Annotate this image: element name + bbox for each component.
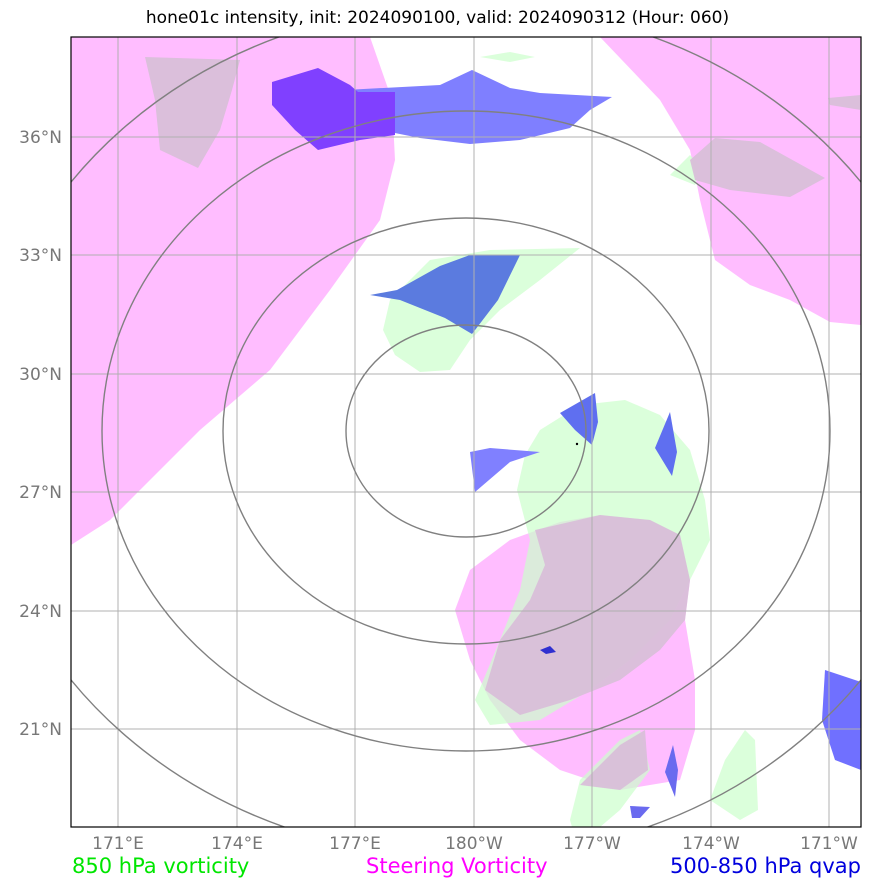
qvap-north-band: [345, 70, 612, 144]
lat-tick: 21°N: [19, 720, 62, 740]
overlap-south-lower: [580, 730, 648, 790]
qvap-field: [272, 68, 861, 818]
legend-850-vorticity: 850 hPa vorticity: [72, 854, 250, 878]
gridlines: [71, 37, 861, 827]
lon-tick: 174°W: [682, 834, 740, 854]
distance-ring-2: [222, 217, 710, 645]
lon-tick: 177°E: [329, 834, 381, 854]
qvap-north-core: [272, 68, 395, 150]
lon-tick: 177°W: [563, 834, 621, 854]
distance-ring-3: [101, 110, 831, 752]
qvap-south-1: [665, 745, 678, 797]
lon-tick: 174°E: [211, 834, 263, 854]
lon-tick: 180°W: [445, 834, 503, 854]
overlap-northeast: [690, 138, 825, 197]
lon-tick: 171°E: [92, 834, 144, 854]
distance-ring-1: [345, 324, 587, 538]
map-title: hone01c intensity, init: 2024090100, val…: [145, 8, 730, 28]
legend-qvap: 500-850 hPa qvap: [670, 854, 861, 878]
distance-rings: [71, 37, 861, 827]
lat-tick: 36°N: [19, 128, 62, 148]
vort850-region-southeast: [710, 730, 758, 820]
storm-center-marker: [575, 442, 579, 446]
vort850-region-north: [480, 52, 535, 62]
overlap-northwest: [145, 57, 240, 168]
lat-tick: 30°N: [19, 365, 62, 385]
lat-tick: 27°N: [19, 483, 62, 503]
legend-steering-vorticity: Steering Vorticity: [366, 854, 548, 878]
lon-axis: 171°E 174°E 177°E 180°W 177°W 174°W 171°…: [92, 834, 858, 854]
plot-frame: [70, 36, 862, 828]
qvap-south-2: [630, 806, 650, 818]
qvap-east-2: [655, 412, 677, 476]
qvap-speck: [540, 646, 556, 654]
overlap-far-northeast: [828, 95, 861, 110]
qvap-small-center: [470, 448, 540, 492]
lat-axis: 36°N 33°N 30°N 27°N 24°N 21°N: [19, 128, 62, 740]
steering-region-west: [71, 37, 395, 545]
qvap-southeast-edge: [822, 670, 861, 770]
lon-tick: 171°W: [800, 834, 858, 854]
lat-tick: 24°N: [19, 602, 62, 622]
qvap-center: [370, 255, 520, 334]
lat-tick: 33°N: [19, 246, 62, 266]
qvap-east-1: [560, 393, 598, 445]
